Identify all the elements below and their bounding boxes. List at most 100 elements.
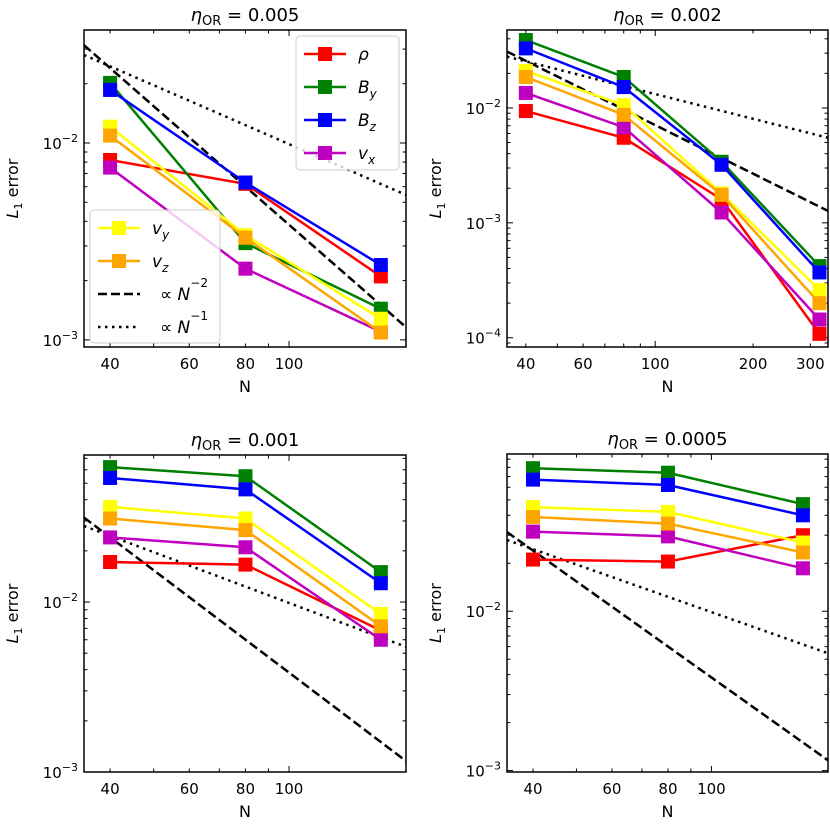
x-tick-label: 300 bbox=[796, 355, 825, 373]
legend-marker bbox=[318, 113, 332, 127]
data-point bbox=[103, 530, 118, 545]
subplot-title: ηOR = 0.001 bbox=[191, 430, 300, 454]
data-point bbox=[103, 511, 118, 526]
legend-entry: vz bbox=[98, 252, 169, 275]
legend-entry: ρ bbox=[304, 45, 369, 65]
data-point bbox=[103, 82, 118, 97]
data-point bbox=[795, 561, 810, 576]
data-point bbox=[238, 230, 253, 245]
legend-label: vz bbox=[152, 252, 169, 275]
reference-line-n-minus-1 bbox=[84, 53, 406, 197]
legend-label: ∝ N−1 bbox=[160, 309, 208, 338]
data-point bbox=[795, 497, 810, 512]
axes-frame bbox=[83, 29, 407, 348]
data-point bbox=[103, 128, 118, 143]
series-line bbox=[525, 47, 821, 274]
axes-frame bbox=[506, 29, 829, 348]
y-tick-label: 10−2 bbox=[466, 97, 501, 118]
y-axis-label: L1 error bbox=[426, 158, 448, 218]
x-axis-label: N bbox=[662, 377, 674, 396]
x-tick-label: 60 bbox=[180, 780, 199, 798]
x-tick-label: 100 bbox=[275, 355, 304, 373]
data-point bbox=[103, 470, 118, 485]
x-tick-label: 80 bbox=[236, 355, 255, 373]
data-point bbox=[373, 576, 388, 591]
legend-marker bbox=[318, 80, 332, 94]
data-point bbox=[373, 619, 388, 634]
data-point bbox=[238, 523, 253, 538]
data-point bbox=[660, 504, 675, 519]
reference-line-n-minus-2 bbox=[507, 50, 828, 213]
data-point bbox=[812, 312, 827, 327]
data-point bbox=[103, 160, 118, 175]
legend-entry: vx bbox=[304, 144, 376, 167]
x-axis-label: N bbox=[239, 377, 251, 396]
data-point bbox=[238, 511, 253, 526]
x-tick-label: 60 bbox=[180, 355, 199, 373]
subplot-title: ηOR = 0.0005 bbox=[607, 429, 727, 453]
x-tick-label: 80 bbox=[658, 780, 677, 798]
legend: ρ By Bz vx bbox=[295, 35, 400, 171]
legend-entry: By bbox=[304, 78, 378, 101]
legend-frame bbox=[89, 209, 221, 344]
legend-label: vx bbox=[358, 144, 376, 167]
data-point bbox=[525, 510, 540, 525]
y-tick-label: 10−3 bbox=[466, 760, 501, 781]
data-point bbox=[660, 516, 675, 531]
data-point bbox=[812, 283, 827, 298]
data-point bbox=[373, 311, 388, 326]
legend-label: vy bbox=[152, 219, 170, 242]
reference-line-n-minus-1 bbox=[84, 524, 406, 649]
plot-area bbox=[507, 33, 828, 341]
legend-entry: Bz bbox=[304, 111, 377, 134]
legend-label: By bbox=[358, 78, 378, 101]
axes-frame bbox=[83, 454, 407, 773]
legend-label: ρ bbox=[358, 45, 369, 65]
legend-marker bbox=[318, 146, 332, 160]
plot-area bbox=[84, 44, 406, 340]
data-point bbox=[616, 107, 631, 122]
y-tick-label: 10−3 bbox=[43, 329, 78, 350]
x-tick-label: 100 bbox=[275, 780, 304, 798]
y-tick-label: 10−2 bbox=[43, 591, 78, 612]
x-tick-label: 100 bbox=[641, 355, 670, 373]
subplot-title: ηOR = 0.005 bbox=[191, 5, 300, 29]
y-tick-label: 10−4 bbox=[466, 327, 501, 348]
plot-area bbox=[84, 460, 406, 763]
data-point bbox=[812, 296, 827, 311]
x-axis-label: N bbox=[662, 802, 674, 821]
y-tick-label: 10−2 bbox=[43, 132, 78, 153]
x-tick-label: 40 bbox=[101, 355, 120, 373]
data-point bbox=[518, 104, 533, 119]
data-point bbox=[238, 175, 253, 190]
y-tick-label: 10−3 bbox=[43, 761, 78, 782]
data-point bbox=[616, 80, 631, 95]
reference-line-n-minus-2 bbox=[507, 531, 828, 762]
x-tick-label: 60 bbox=[574, 355, 593, 373]
axes-frame bbox=[506, 453, 829, 773]
x-tick-label: 40 bbox=[523, 780, 542, 798]
data-point bbox=[518, 69, 533, 84]
legend-marker bbox=[112, 254, 126, 268]
series-line bbox=[525, 69, 821, 291]
x-tick-label: 40 bbox=[516, 355, 535, 373]
data-point bbox=[238, 469, 253, 484]
data-point bbox=[660, 529, 675, 544]
legend-frame bbox=[295, 35, 400, 171]
data-point bbox=[795, 545, 810, 560]
data-point bbox=[616, 130, 631, 145]
data-point bbox=[714, 205, 729, 220]
data-point bbox=[525, 524, 540, 539]
data-point bbox=[812, 326, 827, 341]
data-point bbox=[812, 265, 827, 280]
data-point bbox=[238, 557, 253, 572]
data-point bbox=[373, 632, 388, 647]
x-tick-label: 60 bbox=[602, 780, 621, 798]
data-point bbox=[238, 261, 253, 276]
x-tick-label: 80 bbox=[236, 780, 255, 798]
data-point bbox=[714, 157, 729, 172]
data-point bbox=[795, 508, 810, 523]
legend-entry: vy bbox=[98, 219, 170, 242]
data-point bbox=[373, 325, 388, 340]
